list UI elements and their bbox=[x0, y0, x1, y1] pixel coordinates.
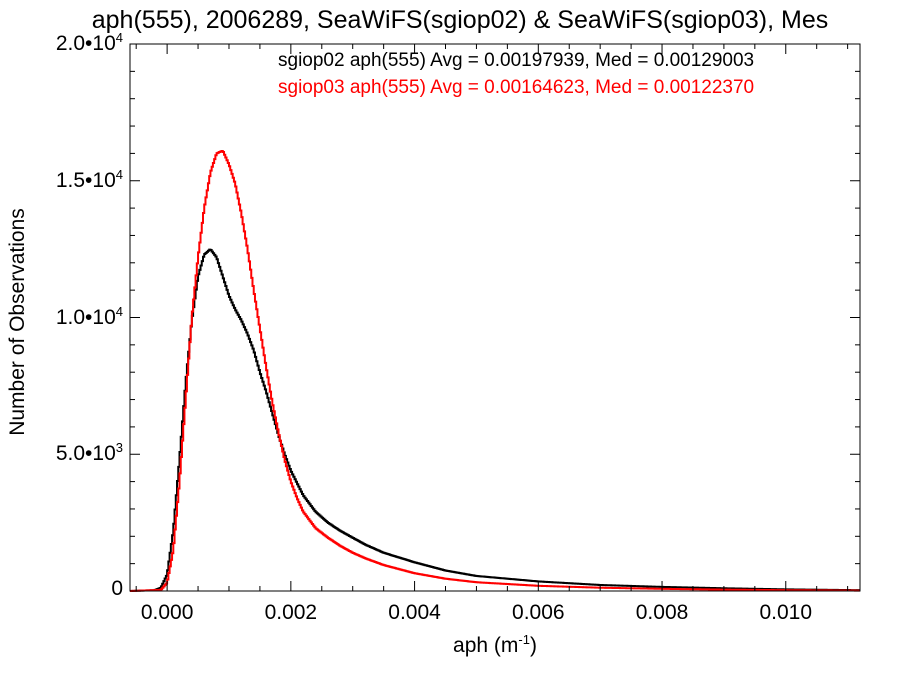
tick-layer bbox=[130, 43, 860, 592]
y-tick-label: 1.0•104 bbox=[55, 303, 123, 329]
x-tick-label: 0.010 bbox=[759, 601, 813, 624]
y-tick-label: 5.0•103 bbox=[55, 440, 123, 466]
plot-frame bbox=[129, 43, 861, 592]
y-axis-label: Number of Observations bbox=[6, 208, 29, 436]
x-tick-label: 0.000 bbox=[140, 601, 194, 624]
legend-entry-sgiop03: sgiop03 aph(555) Avg = 0.00164623, Med =… bbox=[278, 77, 755, 98]
legend-entry-sgiop02: sgiop02 aph(555) Avg = 0.00197939, Med =… bbox=[278, 50, 755, 71]
x-axis-label: aph (m-1) bbox=[453, 632, 537, 657]
y-tick-label: 0 bbox=[111, 577, 123, 600]
histogram-series-2 bbox=[130, 149, 860, 592]
histogram-series-1 bbox=[130, 248, 860, 592]
chart-title: aph(555), 2006289, SeaWiFS(sgiop02) & Se… bbox=[91, 6, 829, 34]
y-tick-label: 1.5•104 bbox=[55, 166, 123, 192]
x-tick-label: 0.002 bbox=[264, 601, 318, 624]
x-tick-label: 0.008 bbox=[635, 601, 689, 624]
x-tick-label: 0.004 bbox=[388, 601, 441, 624]
x-tick-label: 0.006 bbox=[512, 601, 565, 624]
y-tick-label: 2.0•104 bbox=[55, 30, 123, 55]
series-layer bbox=[130, 149, 860, 592]
